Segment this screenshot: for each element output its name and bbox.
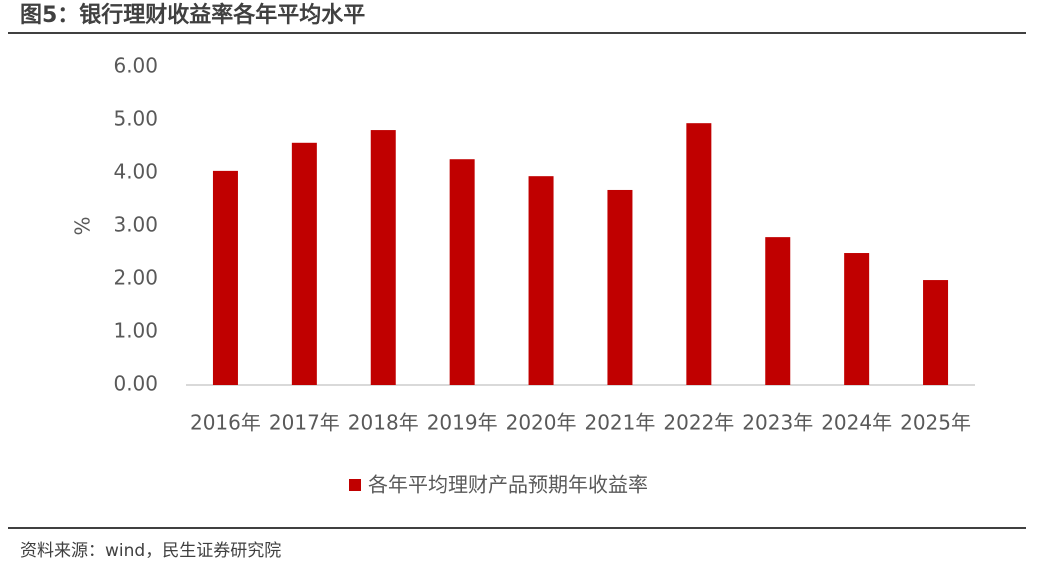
bar: [765, 237, 791, 385]
y-tick-label: 2.00: [113, 266, 158, 290]
bar: [370, 130, 396, 385]
legend-label: 各年平均理财产品预期年收益率: [368, 473, 648, 497]
y-tick-label: 5.00: [113, 107, 158, 131]
y-tick-label: 3.00: [113, 213, 158, 237]
bar: [291, 142, 317, 385]
x-tick-label: 2018年: [348, 411, 419, 435]
bar: [449, 159, 475, 385]
bar: [607, 189, 633, 385]
x-tick-label: 2020年: [506, 411, 577, 435]
x-tick-label: 2017年: [269, 411, 340, 435]
x-tick-label: 2023年: [742, 411, 813, 435]
y-axis-label: %: [71, 216, 95, 235]
y-tick-label: 0.00: [113, 372, 158, 396]
x-tick-label: 2025年: [900, 411, 971, 435]
bar: [923, 280, 949, 385]
x-tick-label: 2022年: [663, 411, 734, 435]
source-note: 资料来源：wind，民生证券研究院: [20, 541, 281, 561]
chart-title: 图5：银行理财收益率各年平均水平: [20, 2, 365, 28]
x-tick-label: 2019年: [427, 411, 498, 435]
bar: [528, 176, 554, 385]
bar: [212, 170, 238, 385]
y-tick-label: 1.00: [113, 319, 158, 343]
legend-swatch: [349, 479, 361, 491]
x-tick-label: 2016年: [190, 411, 261, 435]
bar: [686, 123, 712, 386]
y-tick-label: 4.00: [113, 160, 158, 184]
x-tick-label: 2024年: [821, 411, 892, 435]
y-tick-label: 6.00: [113, 54, 158, 78]
bar: [844, 253, 870, 385]
x-tick-label: 2021年: [584, 411, 655, 435]
